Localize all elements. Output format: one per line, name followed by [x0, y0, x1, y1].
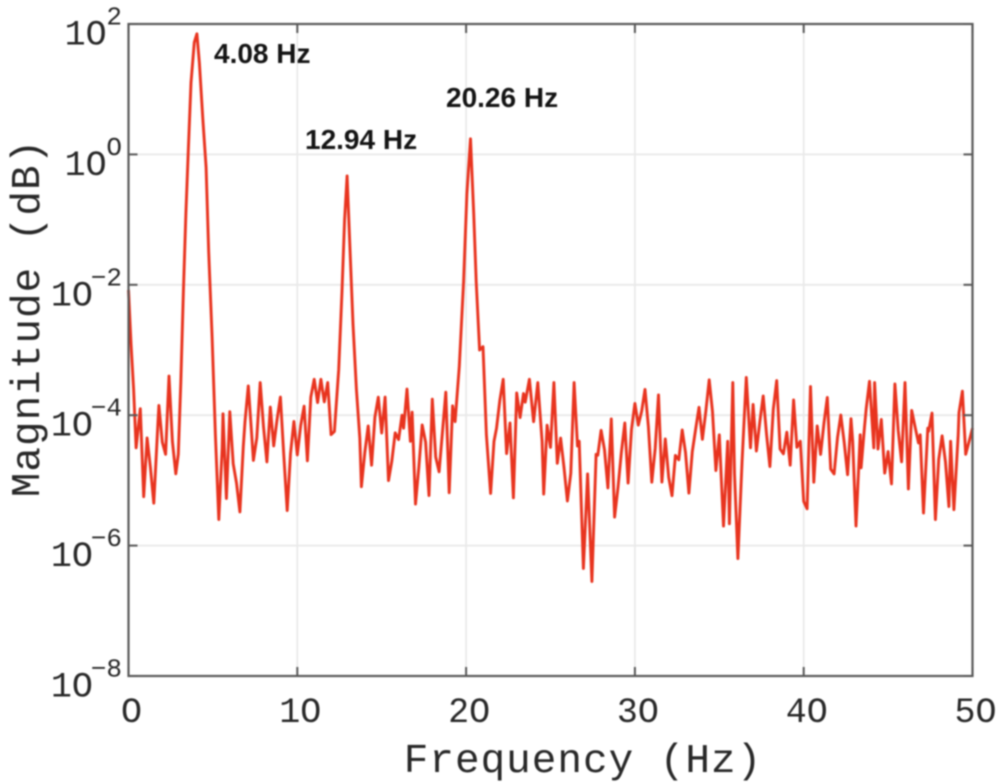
- svg-text:4O: 4O: [786, 693, 828, 733]
- svg-text:1O: 1O: [65, 146, 107, 186]
- svg-text:−8: −8: [91, 655, 122, 685]
- svg-text:−6: −6: [91, 524, 122, 554]
- svg-text:O: O: [106, 133, 122, 163]
- svg-text:2O: 2O: [448, 693, 490, 733]
- svg-text:3O: 3O: [617, 693, 659, 733]
- svg-text:12.94 Hz: 12.94 Hz: [305, 124, 417, 155]
- svg-text:5O: 5O: [954, 693, 996, 733]
- svg-text:1O: 1O: [51, 668, 93, 708]
- svg-text:Frequency (Hz): Frequency (Hz): [404, 739, 762, 784]
- svg-text:Magnitude (dB): Magnitude (dB): [6, 139, 52, 497]
- svg-text:1O: 1O: [279, 693, 321, 733]
- svg-text:2: 2: [106, 3, 122, 33]
- svg-text:1O: 1O: [51, 407, 93, 447]
- svg-text:20.26 Hz: 20.26 Hz: [446, 82, 558, 113]
- svg-text:−2: −2: [91, 263, 122, 293]
- svg-text:1O: 1O: [51, 537, 93, 577]
- svg-text:1O: 1O: [65, 16, 107, 56]
- svg-text:4.08 Hz: 4.08 Hz: [214, 38, 311, 69]
- svg-text:−4: −4: [91, 394, 122, 424]
- svg-text:1O: 1O: [51, 276, 93, 316]
- svg-text:O: O: [121, 693, 142, 733]
